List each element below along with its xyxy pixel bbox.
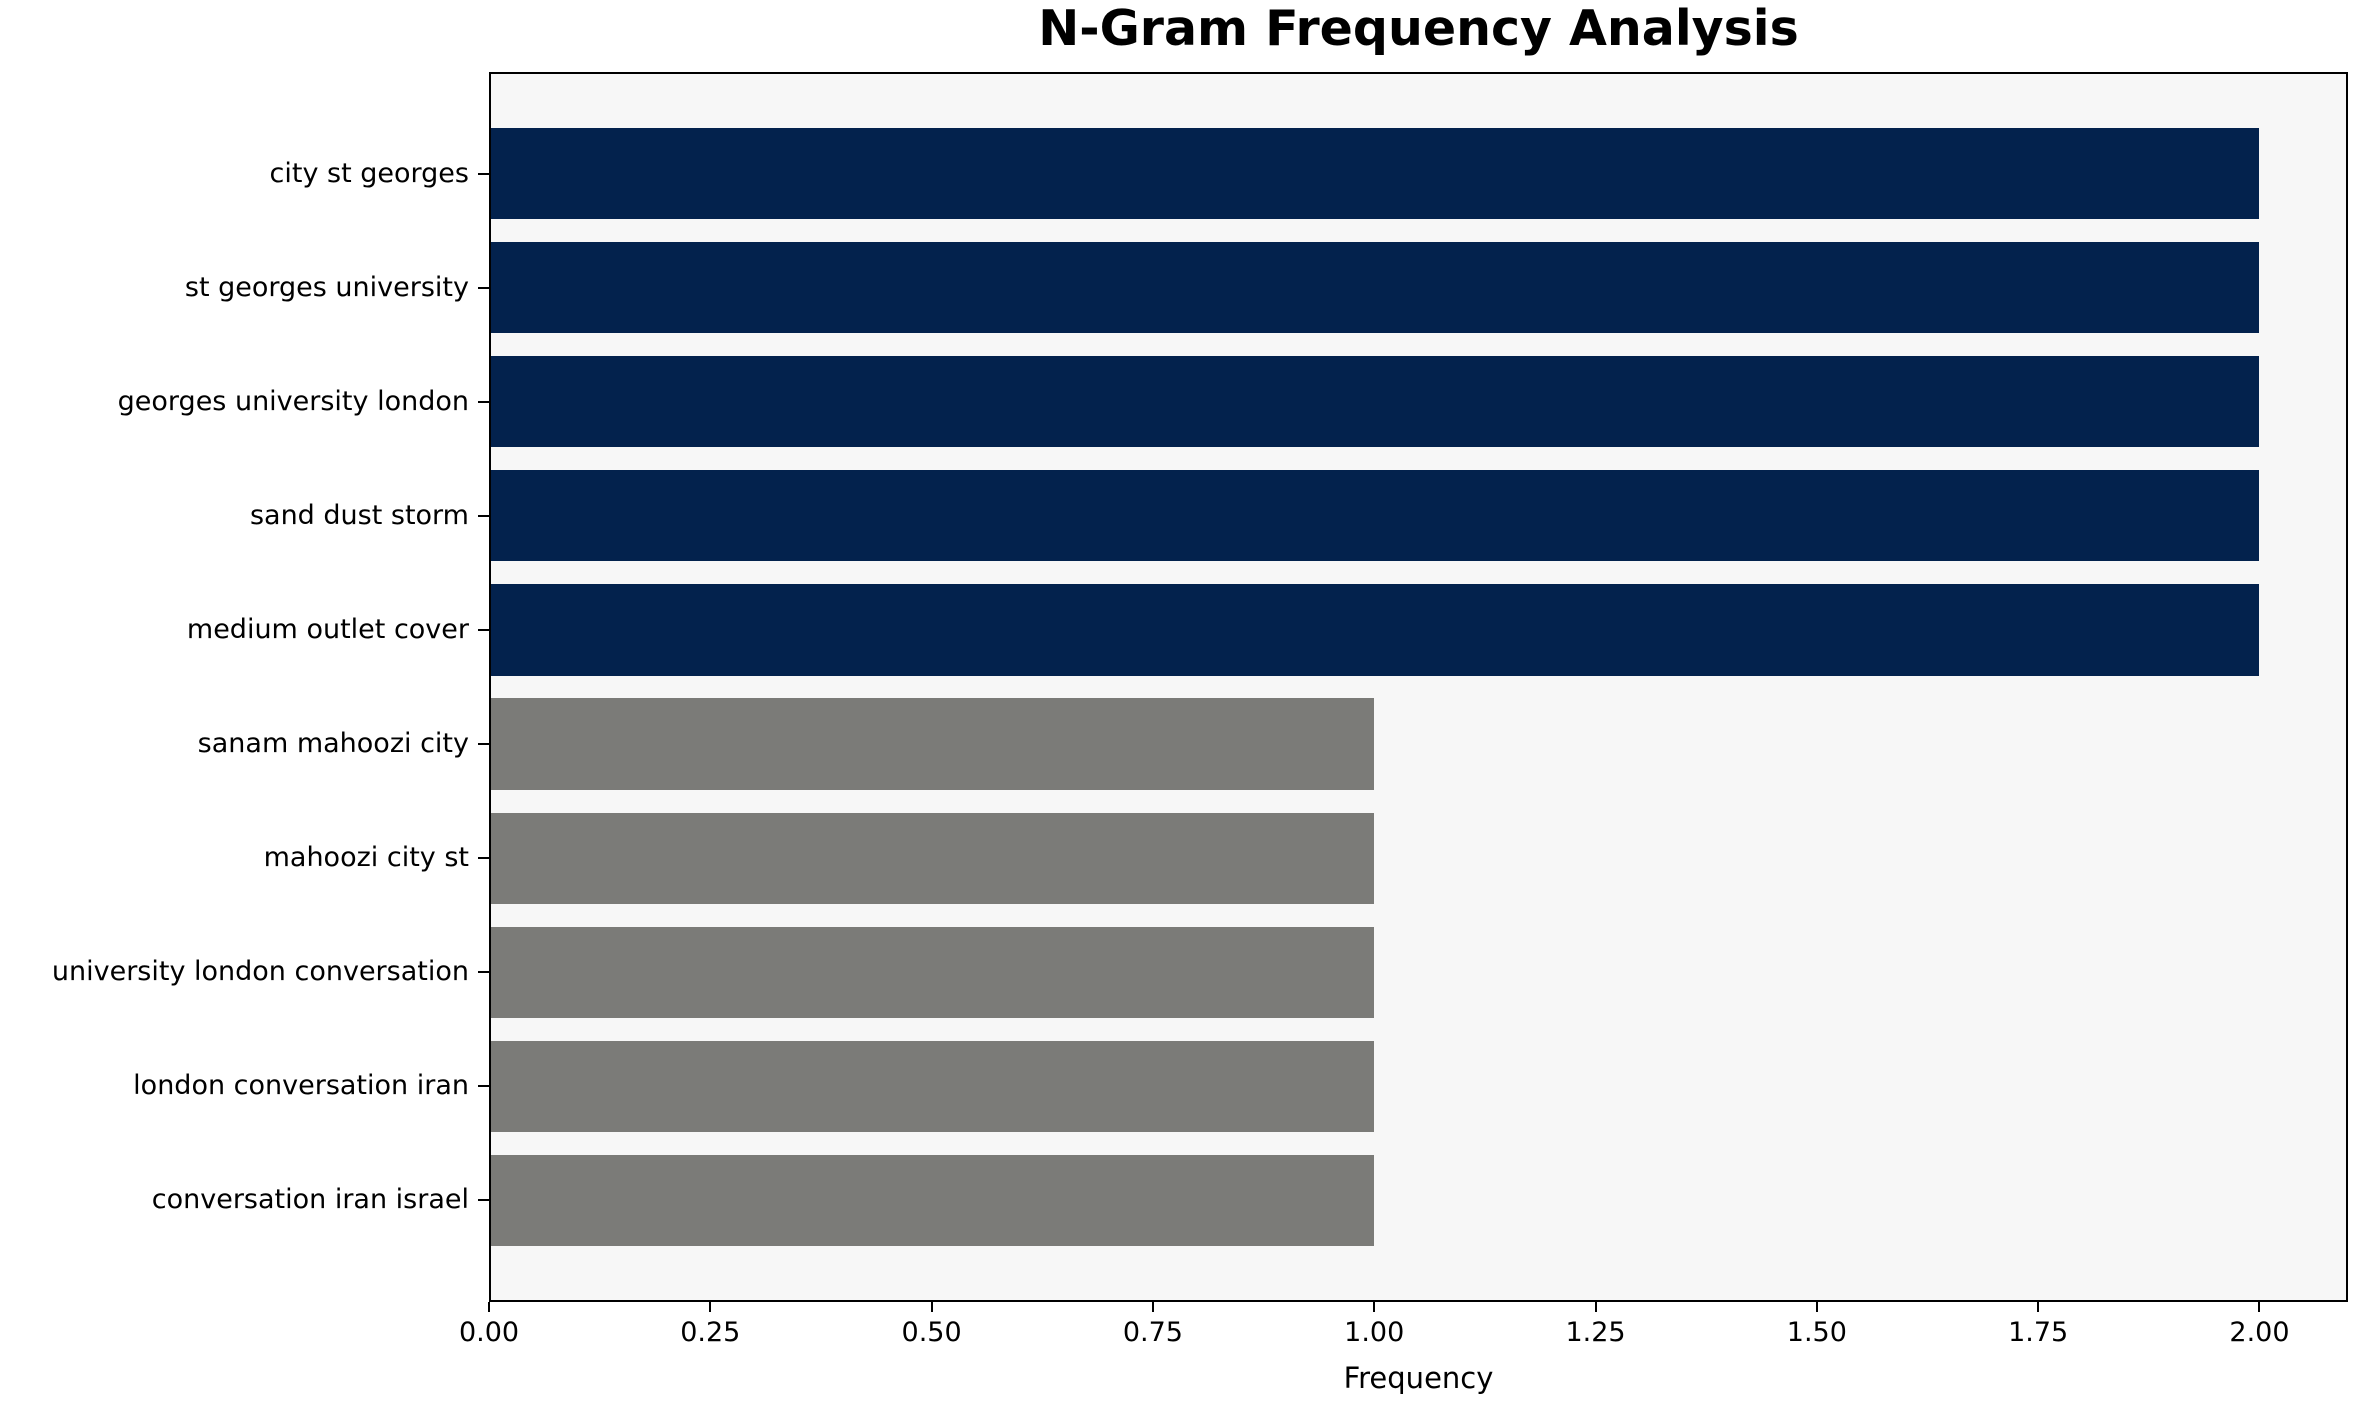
x-tick-mark <box>1815 1302 1818 1312</box>
y-tick-mark <box>478 286 489 289</box>
x-tick-mark <box>2258 1302 2261 1312</box>
x-tick-label: 0.50 <box>901 1317 962 1348</box>
bar <box>491 698 1375 790</box>
x-tick-label: 1.75 <box>2008 1317 2069 1348</box>
y-tick-label: st georges university <box>184 271 469 303</box>
x-axis-label: Frequency <box>1343 1361 1494 1395</box>
y-tick-mark <box>478 400 489 403</box>
x-tick-mark <box>930 1302 933 1312</box>
bar <box>491 584 2260 676</box>
x-tick-mark <box>709 1302 712 1312</box>
bar <box>491 356 2260 448</box>
y-tick-mark <box>478 628 489 631</box>
y-tick-label: georges university london <box>117 385 469 417</box>
x-tick-mark <box>1594 1302 1597 1312</box>
x-tick-label: 0.00 <box>458 1317 520 1348</box>
y-tick-mark <box>478 743 489 746</box>
chart-title: N-Gram Frequency Analysis <box>1038 0 1799 57</box>
x-tick-label: 1.25 <box>1565 1317 1626 1348</box>
x-tick-label: 2.00 <box>2229 1317 2290 1348</box>
bar <box>491 1040 1375 1132</box>
x-tick-label: 1.00 <box>1344 1317 1405 1348</box>
y-tick-mark <box>478 172 489 175</box>
y-tick-label: sanam mahoozi city <box>197 728 469 760</box>
y-tick-mark <box>478 1199 489 1202</box>
y-tick-label: university london conversation <box>51 956 469 988</box>
y-tick-mark <box>478 857 489 860</box>
x-tick-label: 1.50 <box>1786 1317 1847 1348</box>
x-tick-mark <box>1151 1302 1154 1312</box>
x-tick-label: 0.25 <box>680 1317 741 1348</box>
y-tick-label: medium outlet cover <box>186 613 469 645</box>
y-tick-label: london conversation iran <box>133 1070 469 1102</box>
bar <box>491 926 1375 1018</box>
y-tick-label: sand dust storm <box>249 499 469 531</box>
bar <box>491 812 1375 904</box>
x-tick-mark <box>2037 1302 2040 1312</box>
x-tick-mark <box>1373 1302 1376 1312</box>
y-tick-label: conversation iran israel <box>151 1184 469 1216</box>
y-tick-label: city st georges <box>269 157 469 189</box>
bar <box>491 1154 1375 1247</box>
x-tick-label: 0.75 <box>1122 1317 1183 1348</box>
y-tick-mark <box>478 514 489 517</box>
bar <box>491 127 2260 220</box>
bar <box>491 242 2260 334</box>
y-tick-mark <box>478 1085 489 1088</box>
y-tick-mark <box>478 971 489 974</box>
bar <box>491 470 2260 562</box>
y-tick-label: mahoozi city st <box>263 842 469 874</box>
x-tick-mark <box>488 1302 490 1312</box>
